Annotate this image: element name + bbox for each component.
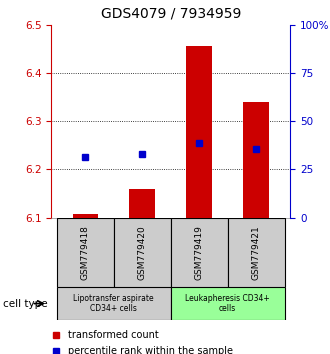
Text: cell type: cell type [3,298,48,309]
Bar [171,287,285,320]
Text: percentile rank within the sample: percentile rank within the sample [68,346,233,354]
Text: GSM779420: GSM779420 [138,225,147,280]
Text: Leukapheresis CD34+
cells: Leukapheresis CD34+ cells [185,294,270,313]
Text: GSM779419: GSM779419 [195,225,204,280]
Bar [114,218,171,287]
Text: transformed count: transformed count [68,330,159,339]
Bar [57,287,171,320]
Text: GSM779418: GSM779418 [81,225,90,280]
Bar [244,102,269,218]
Bar [73,214,98,218]
Bar [171,218,228,287]
Text: GSM779421: GSM779421 [252,225,261,280]
Title: GDS4079 / 7934959: GDS4079 / 7934959 [101,7,241,21]
Bar [228,218,285,287]
Bar [57,218,114,287]
Bar [129,189,155,218]
Text: Lipotransfer aspirate
CD34+ cells: Lipotransfer aspirate CD34+ cells [74,294,154,313]
Bar [186,46,212,218]
